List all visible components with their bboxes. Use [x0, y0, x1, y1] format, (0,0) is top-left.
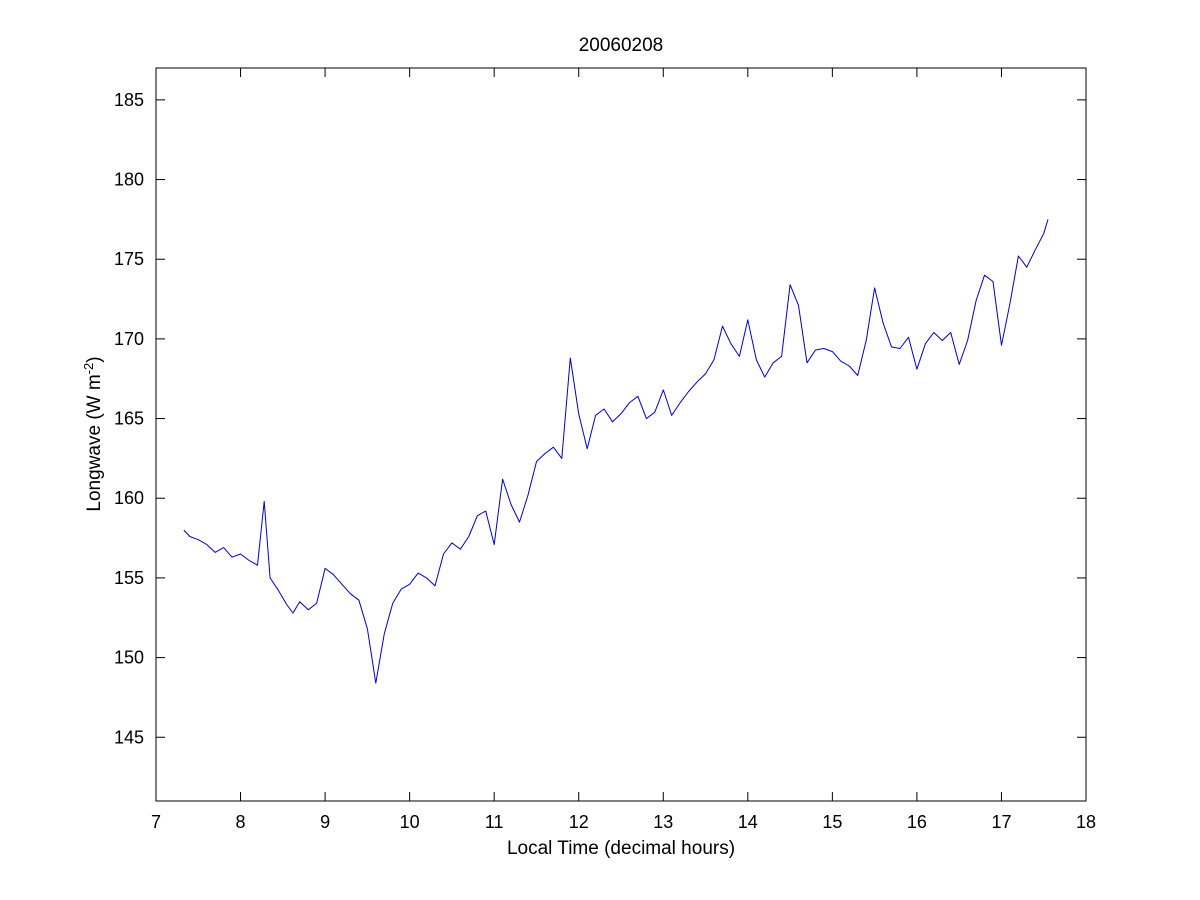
plot-area: [156, 68, 1086, 801]
x-tick-labels: 7 8 9 10 11 12 13 14 15 16 17 18: [151, 812, 1096, 832]
x-tick-label: 10: [400, 812, 420, 832]
y-axis-label-main: Longwave (W m: [84, 374, 105, 511]
y-tick-label: 155: [114, 568, 144, 588]
y-tick-label: 165: [114, 409, 144, 429]
y-axis-label-superscript: -2: [81, 363, 96, 375]
plot-frame: [155, 67, 1087, 802]
y-tick-labels: 145 150 155 160 165 170 175 180 185: [114, 90, 144, 747]
x-tick-label: 17: [991, 812, 1011, 832]
y-axis-label-close: ): [84, 356, 105, 362]
axis-ticks: [155, 68, 1087, 801]
x-tick-label: 15: [822, 812, 842, 832]
y-axis-label: Longwave (W m-2): [81, 356, 105, 511]
x-tick-label: 13: [653, 812, 673, 832]
x-tick-label: 14: [738, 812, 758, 832]
y-tick-label: 145: [114, 727, 144, 747]
chart-title: 20060208: [579, 35, 664, 56]
x-tick-label: 7: [151, 812, 161, 832]
longwave-series-line: [183, 219, 1049, 684]
x-tick-label: 12: [569, 812, 589, 832]
y-tick-label: 160: [114, 488, 144, 508]
x-tick-label: 18: [1076, 812, 1096, 832]
y-tick-label: 170: [114, 329, 144, 349]
x-tick-label: 11: [485, 812, 504, 832]
x-tick-label: 9: [320, 812, 330, 832]
x-axis-label: Local Time (decimal hours): [507, 838, 735, 859]
y-tick-label: 175: [114, 249, 144, 269]
x-tick-label: 16: [907, 812, 927, 832]
x-tick-label: 8: [236, 812, 246, 832]
y-tick-label: 150: [114, 648, 144, 668]
y-tick-label: 185: [114, 90, 144, 110]
y-tick-label: 180: [114, 170, 144, 190]
